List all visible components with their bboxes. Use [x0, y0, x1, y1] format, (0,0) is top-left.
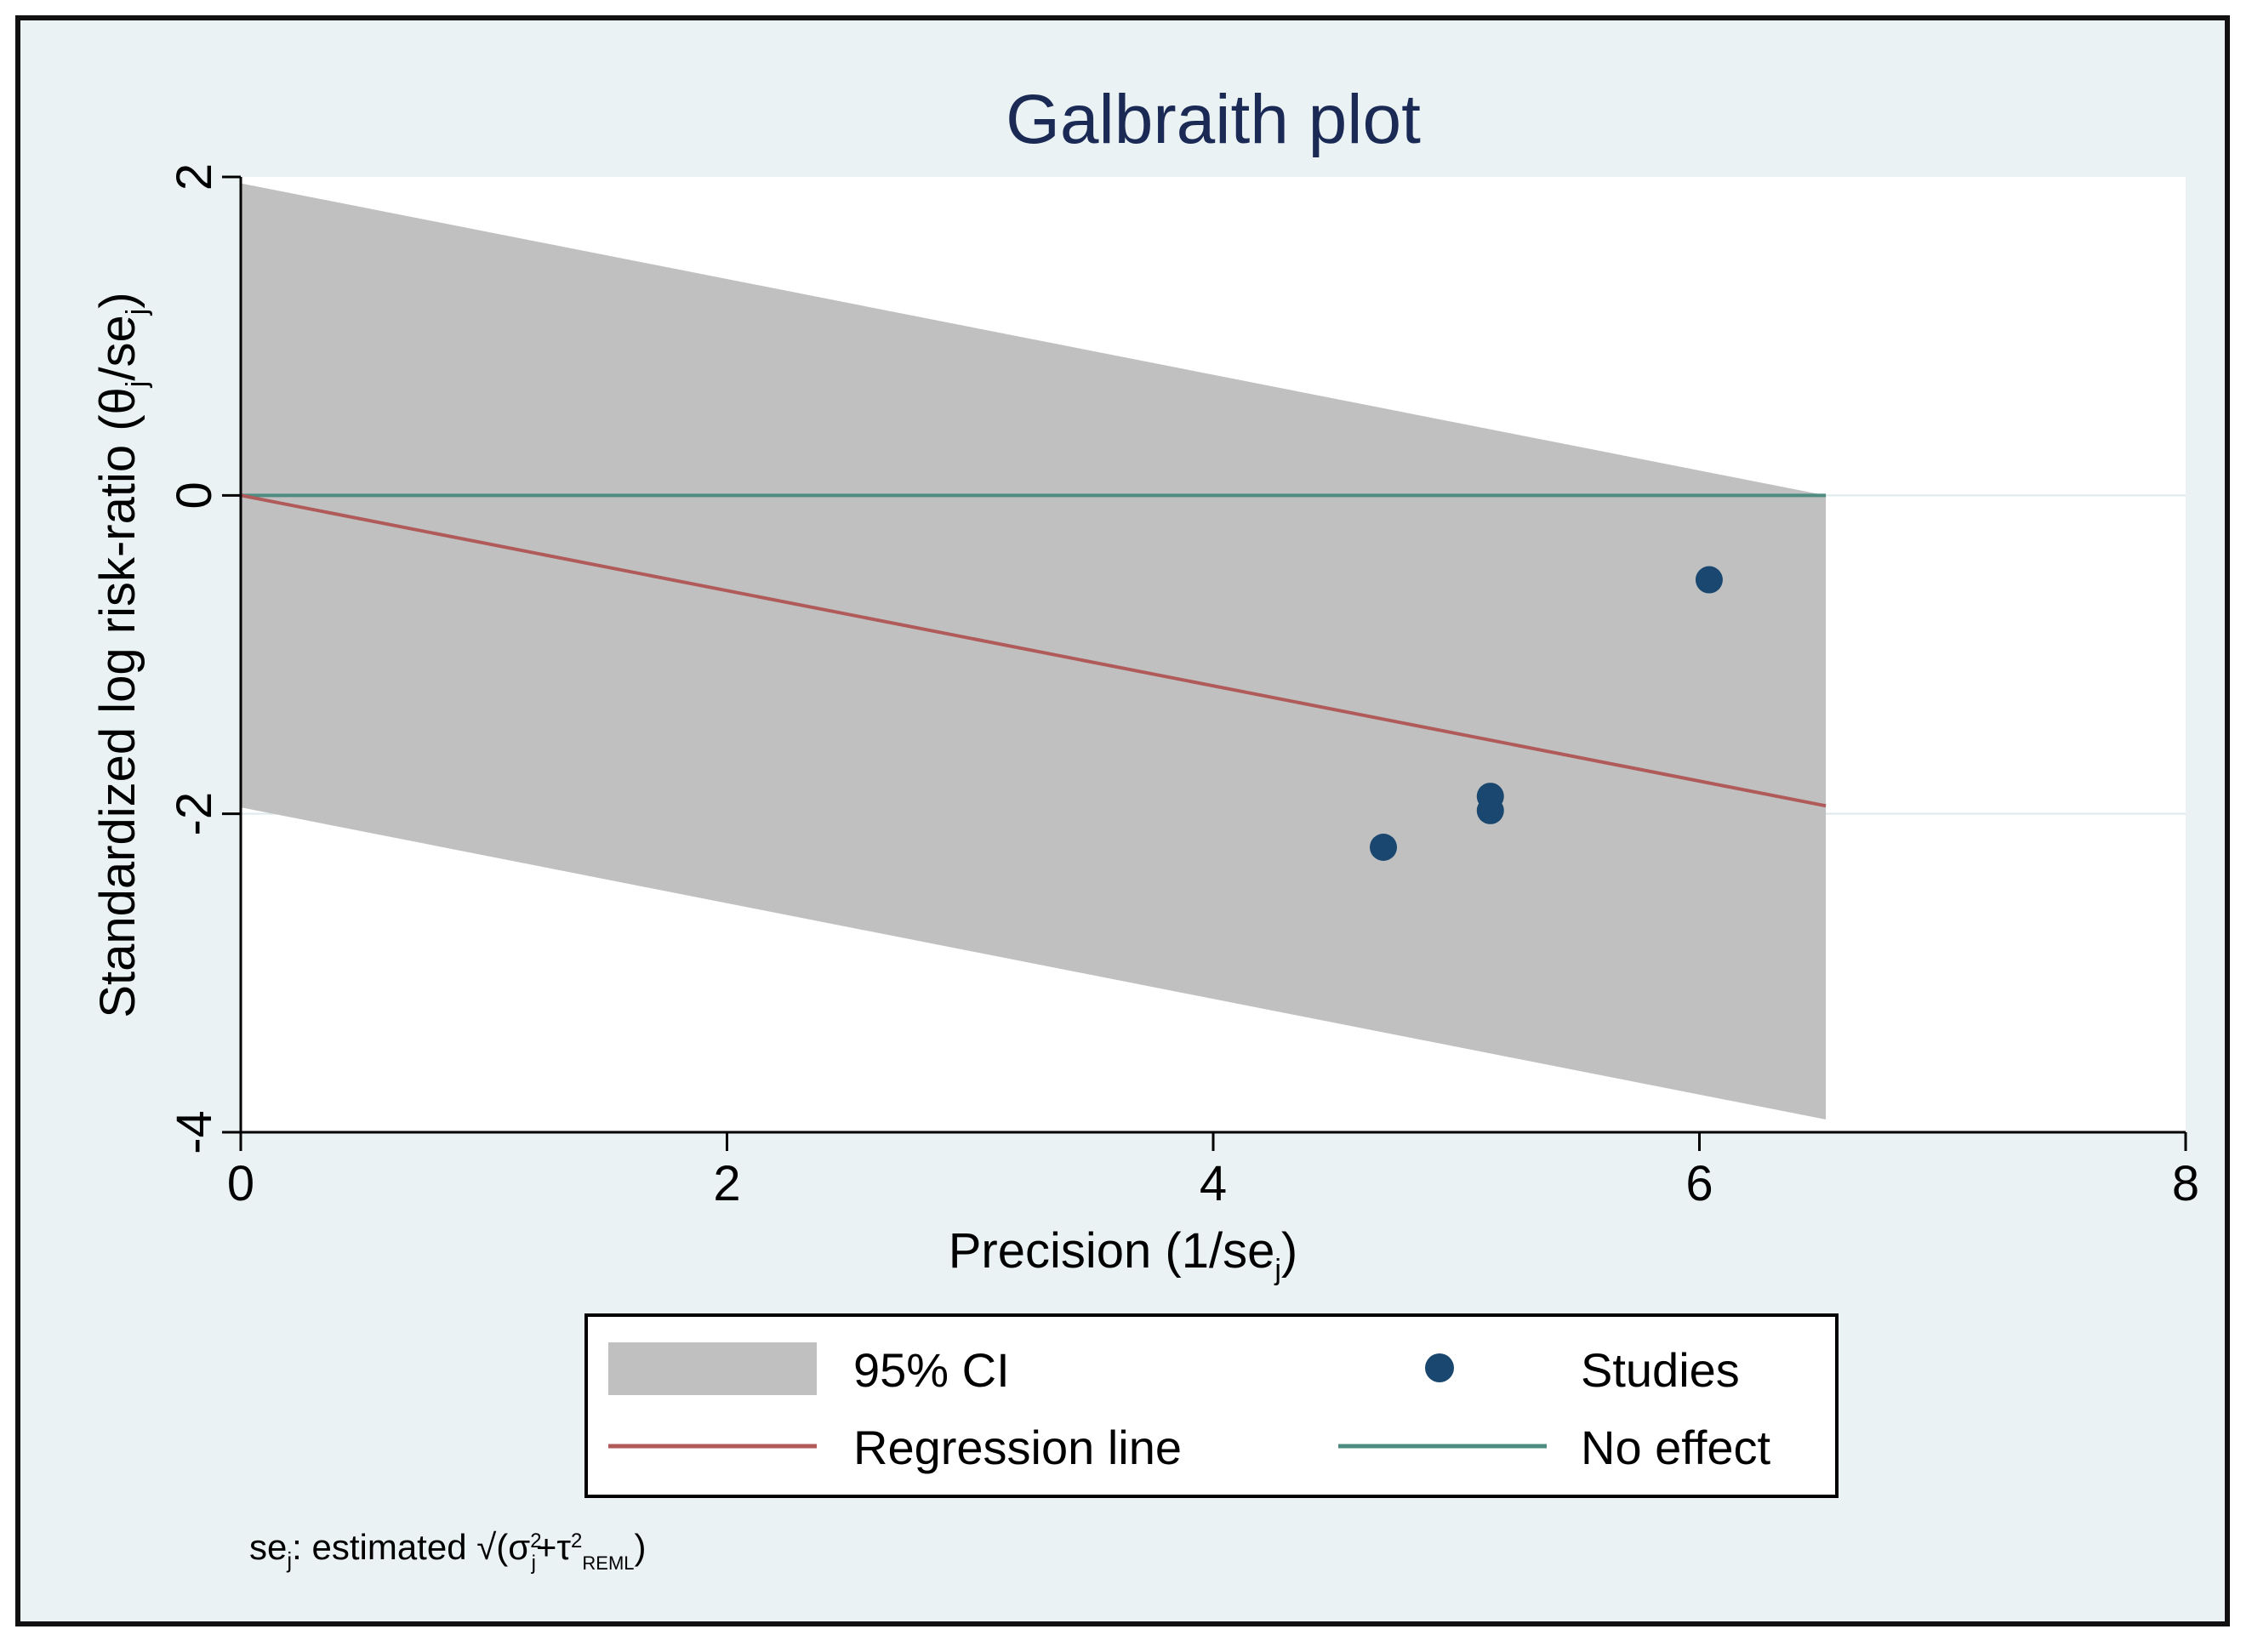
legend-ci-swatch [608, 1342, 817, 1395]
study-point [1476, 796, 1504, 824]
y-axis-label-main: Standardized log risk-ratio (θ [90, 387, 145, 1017]
legend-studies-marker [1425, 1353, 1454, 1382]
legend-noeffect-label: No effect [1581, 1421, 1771, 1474]
study-point [1370, 833, 1398, 861]
x-axis-label-main: Precision (1/se [949, 1223, 1275, 1279]
y-ticks: -4 -2 0 2 [167, 163, 241, 1154]
y-axis-label-mid: /se [90, 315, 145, 380]
x-axis-label-sub: j [1274, 1254, 1281, 1286]
study-point [1695, 566, 1723, 594]
legend-regression-label: Regression line [853, 1421, 1182, 1474]
legend: 95% CI Studies Regression line No effect [584, 1313, 1839, 1498]
legend-studies-label: Studies [1581, 1343, 1740, 1397]
footnote-tau-sup: 2 [571, 1530, 582, 1552]
footnote-text2: +τ [536, 1527, 572, 1567]
footnote-text3: ) [635, 1527, 647, 1567]
x-tick-label: 0 [227, 1156, 254, 1211]
x-axis-label-end: ) [1281, 1223, 1297, 1279]
y-tick-label: -2 [167, 792, 222, 836]
footnote-prefix-sub: j [286, 1547, 292, 1573]
footnote-sigma-sup: 2 [530, 1530, 541, 1552]
legend-ci-label: 95% CI [853, 1343, 1010, 1397]
y-tick-label: 0 [167, 481, 222, 509]
y-axis-label-sub1: j [121, 381, 153, 389]
footnote-sigma-sub: j [531, 1552, 536, 1575]
chart-title: Galbraith plot [1006, 81, 1421, 158]
y-axis-label-end: ) [90, 292, 145, 308]
x-tick-label: 6 [1685, 1156, 1713, 1211]
x-tick-label: 2 [713, 1156, 740, 1211]
y-axis-label: Standardized log risk-ratio (θj/sej) [90, 292, 153, 1017]
study-points [1370, 566, 1723, 861]
footnote-tau-sub: REML [582, 1552, 634, 1574]
regression-line [240, 493, 1827, 808]
y-tick-label: -4 [167, 1110, 222, 1154]
x-ticks: 0 2 4 6 8 [227, 1132, 2199, 1211]
y-axis-label-sub2: j [121, 309, 153, 316]
footnote-prefix: se [249, 1527, 287, 1567]
x-tick-label: 4 [1200, 1156, 1227, 1211]
footnote-text1: : estimated √(σ [292, 1527, 530, 1567]
footnote: sej: estimated √(σ2 j+τ2REML) [249, 1527, 647, 1575]
y-tick-label: 2 [167, 163, 222, 191]
x-axis-label: Precision (1/sej) [949, 1223, 1298, 1286]
x-tick-label: 8 [2172, 1156, 2199, 1211]
